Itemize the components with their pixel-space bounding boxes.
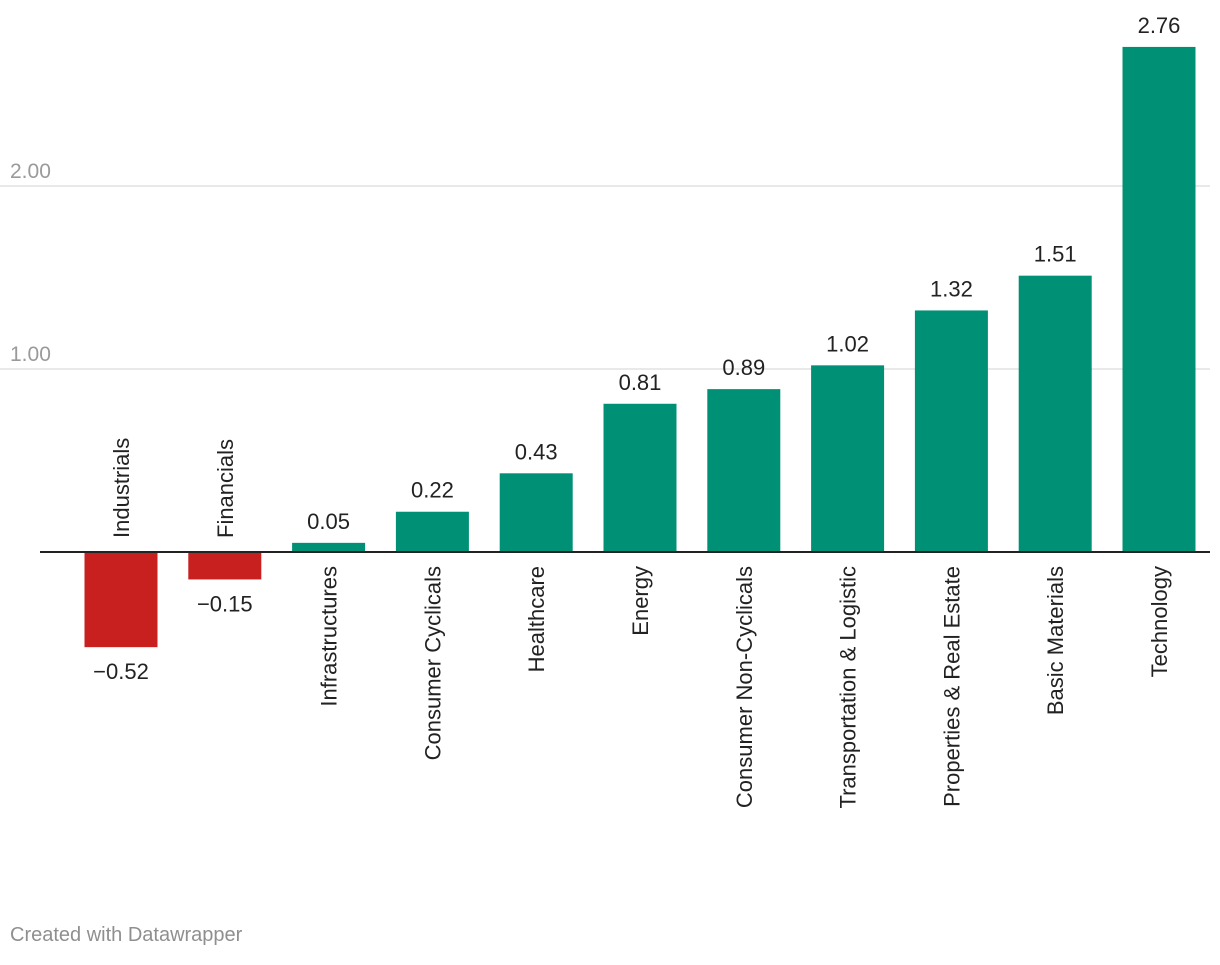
- value-label: 1.32: [930, 276, 973, 301]
- footer-credit: Created with Datawrapper: [10, 924, 243, 946]
- category-label: Healthcare: [524, 566, 549, 672]
- value-label: 0.43: [515, 439, 558, 464]
- gridlines: 1.00 2.00: [0, 160, 1210, 370]
- bar: [395, 511, 469, 552]
- bar: [188, 552, 262, 580]
- bar: [914, 310, 988, 552]
- category-label: Consumer Cyclicals: [420, 566, 445, 760]
- category-label: Transportation & Logistic: [836, 566, 861, 809]
- value-label: −0.52: [93, 659, 149, 684]
- bar: [292, 542, 366, 552]
- bar: [811, 365, 885, 552]
- value-label: 1.02: [826, 331, 869, 356]
- value-label: 2.76: [1138, 13, 1181, 38]
- bar: [707, 389, 781, 552]
- bar: [84, 552, 158, 648]
- category-label: Consumer Non-Cyclicals: [732, 566, 757, 808]
- value-label: 1.51: [1034, 242, 1077, 267]
- category-label: Financials: [213, 439, 238, 538]
- bar: [1018, 275, 1092, 552]
- category-label: Energy: [628, 566, 653, 636]
- category-labels: Industrials Financials Infrastructures Cons…: [109, 438, 1172, 809]
- category-label: Basic Materials: [1043, 566, 1068, 715]
- bars: [84, 46, 1196, 648]
- bar: [499, 473, 573, 552]
- value-label: −0.15: [197, 591, 253, 616]
- category-label: Industrials: [109, 438, 134, 538]
- y-tick-label: 1.00: [10, 343, 51, 366]
- bar: [603, 403, 677, 552]
- category-label: Infrastructures: [317, 566, 342, 707]
- value-label: 0.81: [619, 370, 662, 395]
- bar: [1122, 46, 1196, 553]
- y-tick-label: 2.00: [10, 160, 51, 183]
- value-label: 0.89: [722, 355, 765, 380]
- category-label: Properties & Real Estate: [939, 566, 964, 807]
- value-label: 0.05: [307, 509, 350, 534]
- data-labels: −0.52 −0.15 0.05 0.22 0.43 0.81 0.89 1.02 1.32 1.…: [93, 13, 1180, 684]
- category-label: Technology: [1147, 566, 1172, 677]
- value-label: 0.22: [411, 478, 454, 503]
